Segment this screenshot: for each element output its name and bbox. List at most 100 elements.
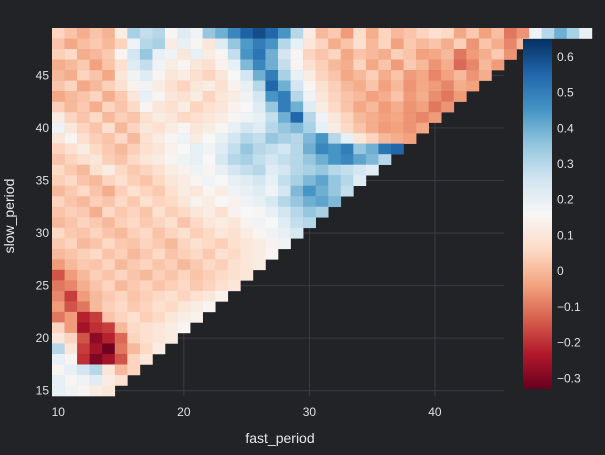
- heatmap-cell[interactable]: [152, 280, 166, 292]
- heatmap-cell[interactable]: [278, 143, 291, 155]
- heatmap-cell[interactable]: [240, 248, 254, 260]
- heatmap-cell[interactable]: [177, 154, 191, 165]
- heatmap-cell[interactable]: [278, 38, 291, 50]
- heatmap-cell[interactable]: [340, 49, 354, 60]
- heatmap-cell[interactable]: [77, 280, 90, 292]
- heatmap-cell[interactable]: [202, 280, 216, 292]
- heatmap-cell[interactable]: [315, 206, 329, 218]
- heatmap-cell[interactable]: [278, 80, 291, 92]
- heatmap-cell[interactable]: [453, 80, 467, 92]
- heatmap-cell[interactable]: [165, 154, 178, 165]
- heatmap-cell[interactable]: [202, 70, 216, 81]
- heatmap-cell[interactable]: [139, 322, 153, 334]
- heatmap-cell[interactable]: [240, 143, 254, 155]
- heatmap-cell[interactable]: [190, 164, 203, 176]
- heatmap-cell[interactable]: [328, 91, 342, 102]
- heatmap-cell[interactable]: [265, 70, 279, 81]
- heatmap-cell[interactable]: [202, 59, 216, 71]
- heatmap-cell[interactable]: [416, 59, 429, 71]
- heatmap-cell[interactable]: [77, 259, 90, 271]
- heatmap-cell[interactable]: [152, 248, 166, 260]
- heatmap-cell[interactable]: [89, 175, 103, 187]
- heatmap-cell[interactable]: [240, 80, 254, 92]
- heatmap-cell[interactable]: [378, 28, 392, 39]
- heatmap-cell[interactable]: [252, 196, 266, 208]
- heatmap-cell[interactable]: [202, 91, 216, 102]
- heatmap-cell[interactable]: [102, 217, 116, 229]
- heatmap-cell[interactable]: [102, 364, 116, 376]
- heatmap-cell[interactable]: [190, 217, 203, 229]
- heatmap-cell[interactable]: [215, 101, 229, 113]
- heatmap-cell[interactable]: [64, 206, 78, 218]
- heatmap-cell[interactable]: [227, 259, 241, 271]
- heatmap-cell[interactable]: [303, 175, 316, 187]
- heatmap-cell[interactable]: [365, 164, 379, 176]
- heatmap-cell[interactable]: [315, 175, 329, 187]
- heatmap-cell[interactable]: [114, 332, 128, 344]
- heatmap-cell[interactable]: [64, 122, 78, 134]
- heatmap-cell[interactable]: [139, 164, 153, 176]
- heatmap-cell[interactable]: [416, 112, 429, 123]
- heatmap-cell[interactable]: [89, 122, 103, 134]
- heatmap-cell[interactable]: [77, 290, 90, 302]
- heatmap-cell[interactable]: [114, 70, 128, 81]
- heatmap-cell[interactable]: [152, 301, 166, 313]
- heatmap-cell[interactable]: [77, 49, 90, 60]
- heatmap-cell[interactable]: [152, 164, 166, 176]
- heatmap-cell[interactable]: [453, 59, 467, 71]
- heatmap-cell[interactable]: [240, 112, 254, 123]
- heatmap-cell[interactable]: [240, 196, 254, 208]
- heatmap-cell[interactable]: [102, 311, 116, 323]
- heatmap-cell[interactable]: [290, 227, 304, 239]
- heatmap-cell[interactable]: [227, 91, 241, 102]
- heatmap-cell[interactable]: [202, 112, 216, 123]
- heatmap-cell[interactable]: [102, 70, 116, 81]
- heatmap-cell[interactable]: [290, 217, 304, 229]
- heatmap-cell[interactable]: [190, 238, 203, 250]
- heatmap-cell[interactable]: [378, 122, 392, 134]
- heatmap-cell[interactable]: [52, 143, 65, 155]
- heatmap-cell[interactable]: [202, 206, 216, 218]
- heatmap-cell[interactable]: [215, 70, 229, 81]
- heatmap-cell[interactable]: [265, 80, 279, 92]
- heatmap-cell[interactable]: [416, 122, 429, 134]
- heatmap-cell[interactable]: [202, 49, 216, 60]
- heatmap-cell[interactable]: [202, 164, 216, 176]
- heatmap-cell[interactable]: [328, 133, 342, 144]
- heatmap-cell[interactable]: [114, 49, 128, 60]
- heatmap-cell[interactable]: [303, 185, 316, 197]
- heatmap-cell[interactable]: [403, 80, 417, 92]
- heatmap-cell[interactable]: [177, 238, 191, 250]
- heatmap-cell[interactable]: [64, 269, 78, 281]
- heatmap-cell[interactable]: [152, 311, 166, 323]
- heatmap-cell[interactable]: [278, 49, 291, 60]
- heatmap-cell[interactable]: [152, 70, 166, 81]
- heatmap-cell[interactable]: [89, 227, 103, 239]
- heatmap-cell[interactable]: [177, 49, 191, 60]
- heatmap-cell[interactable]: [252, 248, 266, 260]
- heatmap-cell[interactable]: [315, 38, 329, 50]
- heatmap-cell[interactable]: [202, 133, 216, 144]
- heatmap-cell[interactable]: [215, 185, 229, 197]
- heatmap-cell[interactable]: [265, 28, 279, 39]
- heatmap-cell[interactable]: [315, 112, 329, 123]
- heatmap-cell[interactable]: [165, 280, 178, 292]
- heatmap-cell[interactable]: [127, 322, 141, 334]
- heatmap-cell[interactable]: [77, 154, 90, 165]
- heatmap-cell[interactable]: [240, 49, 254, 60]
- heatmap-cell[interactable]: [114, 238, 128, 250]
- heatmap-cell[interactable]: [64, 143, 78, 155]
- heatmap-cell[interactable]: [139, 259, 153, 271]
- heatmap-cell[interactable]: [416, 91, 429, 102]
- heatmap-cell[interactable]: [215, 217, 229, 229]
- heatmap-cell[interactable]: [353, 59, 367, 71]
- heatmap-cell[interactable]: [391, 70, 404, 81]
- heatmap-cell[interactable]: [102, 38, 116, 50]
- heatmap-cell[interactable]: [227, 59, 241, 71]
- heatmap-cell[interactable]: [89, 248, 103, 260]
- heatmap-cell[interactable]: [290, 164, 304, 176]
- heatmap-cell[interactable]: [52, 301, 65, 313]
- heatmap-cell[interactable]: [227, 217, 241, 229]
- heatmap-cell[interactable]: [102, 248, 116, 260]
- heatmap-cell[interactable]: [303, 80, 316, 92]
